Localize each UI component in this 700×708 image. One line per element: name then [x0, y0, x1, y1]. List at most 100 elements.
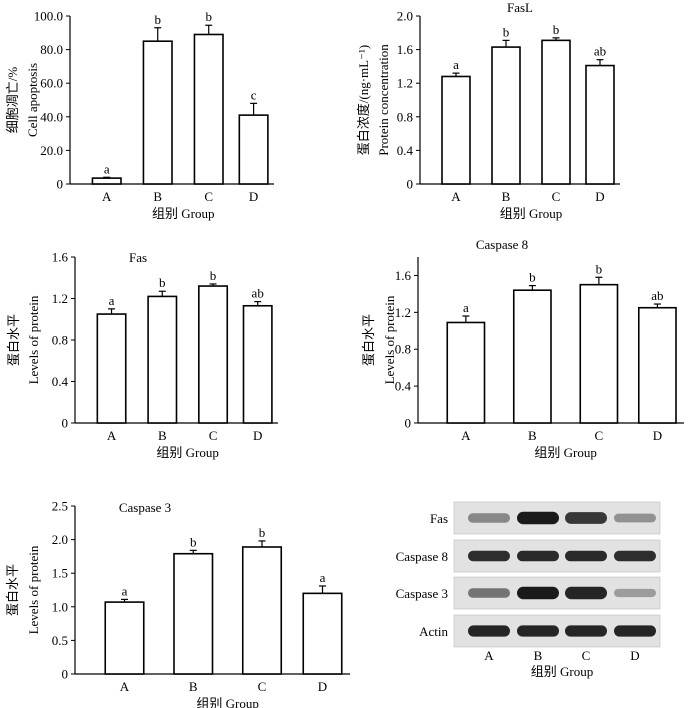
y-tick-label: 1.2	[397, 76, 413, 91]
significance-label-C: b	[596, 261, 603, 276]
blot-row-label: Fas	[430, 511, 448, 526]
blot-row-label: Caspase 3	[396, 586, 448, 601]
bar-A	[104, 601, 145, 675]
x-axis-label: 组别 Group	[152, 206, 214, 221]
y-axis-label-cn: 蛋白水平	[361, 314, 376, 366]
y-tick-label: 0.4	[395, 379, 412, 394]
x-tick-label-C: C	[204, 189, 213, 204]
x-axis-label: 组别 Group	[196, 696, 258, 708]
bar-B	[142, 40, 173, 185]
blot-row-label: Caspase 8	[396, 549, 448, 564]
significance-label-B: b	[159, 275, 166, 290]
x-axis-label: 组别 Group	[156, 445, 218, 460]
y-tick-label: 40.0	[40, 109, 63, 124]
significance-label-A: a	[104, 161, 110, 176]
x-tick-label-D: D	[253, 428, 262, 443]
blot-row-actin: Actin	[419, 614, 661, 648]
blot-lane-label-C: C	[582, 648, 591, 663]
significance-label-D: c	[251, 87, 257, 102]
chart-panel-p4: 0 0.4 0.8 1.2 1.6 Caspase 8 蛋白水平 Levels of prot…	[361, 237, 684, 460]
y-tick-label: 0.4	[52, 374, 69, 389]
significance-label-B: b	[529, 270, 536, 285]
y-tick-label: 1.6	[395, 268, 412, 283]
x-tick-label-B: B	[189, 679, 198, 694]
blot-band-D	[614, 550, 656, 562]
x-tick-label-A: A	[461, 428, 471, 443]
blot-row-caspase-8: Caspase 8	[396, 539, 661, 573]
blot-lane-label-D: D	[630, 648, 639, 663]
x-tick-label-B: B	[153, 189, 162, 204]
significance-label-D: ab	[252, 286, 264, 301]
significance-label-D: ab	[594, 44, 606, 59]
y-tick-label: 0	[405, 416, 412, 431]
y-tick-label: 1.6	[52, 250, 69, 265]
x-tick-label-A: A	[102, 189, 112, 204]
y-tick-label: 1.6	[397, 42, 414, 57]
y-tick-label: 2.0	[52, 532, 68, 547]
y-tick-label: 1.2	[395, 305, 411, 320]
x-tick-label-C: C	[552, 189, 561, 204]
significance-label-B: b	[190, 534, 197, 549]
blot-band-C	[565, 586, 607, 600]
y-axis-label-en: Cell apoptosis	[25, 63, 40, 137]
y-tick-label: 0	[57, 177, 64, 192]
y-tick-label: 20.0	[40, 143, 63, 158]
chart-title: FasL	[507, 0, 533, 15]
bar-B	[147, 295, 178, 424]
bar-A	[91, 177, 122, 185]
significance-label-A: a	[453, 57, 459, 72]
y-tick-label: 0.4	[397, 143, 414, 158]
significance-label-D: ab	[651, 288, 663, 303]
y-tick-label: 0.8	[52, 333, 68, 348]
chart-panel-p1: 0 20.0 40.0 60.0 80.0 100.0 细胞凋亡/% Cell apoptos…	[5, 9, 274, 221]
y-axis-label-en: Levels of protein	[26, 545, 41, 634]
y-tick-label: 0	[62, 667, 69, 682]
y-tick-label: 0	[407, 177, 414, 192]
bar-D	[637, 306, 677, 424]
bar-D	[242, 304, 273, 424]
blot-row-fas: Fas	[430, 501, 661, 535]
blot-band-D	[614, 513, 656, 523]
y-tick-label: 2.5	[52, 499, 68, 514]
bar-C	[541, 39, 571, 185]
bar-D	[585, 64, 615, 185]
bar-D	[302, 592, 343, 675]
blot-band-B	[517, 550, 559, 562]
significance-label-C: b	[205, 9, 212, 24]
significance-label-C: b	[553, 22, 560, 37]
chart-title: Caspase 3	[119, 500, 171, 515]
blot-band-A	[468, 625, 510, 637]
bar-C	[241, 546, 283, 675]
blot-lane-label-B: B	[534, 648, 543, 663]
x-tick-label-C: C	[595, 428, 604, 443]
y-tick-label: 100.0	[34, 9, 63, 24]
chart-panel-p3: 0 0.4 0.8 1.2 1.6 Fas 蛋白水平 Levels of protein a Ab…	[6, 250, 278, 460]
x-tick-label-A: A	[451, 189, 461, 204]
bar-A	[441, 75, 471, 185]
chart-panel-p5: 0 0.5 1.0 1.5 2.0 2.5 Caspase 3 蛋白水平 Levels of p…	[5, 499, 350, 708]
bar-B	[173, 552, 214, 675]
blot-band-A	[468, 550, 510, 562]
blot-band-B	[517, 625, 559, 637]
y-axis-label-en: Levels of protein	[382, 295, 397, 384]
x-tick-label-B: B	[502, 189, 511, 204]
chart-title: Caspase 8	[476, 237, 528, 252]
y-tick-label: 2.0	[397, 9, 413, 24]
significance-label-A: a	[122, 583, 128, 598]
blot-band-B	[517, 511, 559, 525]
bar-B	[491, 46, 521, 185]
blot-band-D	[614, 588, 656, 598]
blot-band-B	[517, 586, 559, 600]
y-tick-label: 1.0	[52, 599, 68, 614]
bar-C	[579, 283, 619, 424]
y-axis-label-cn: 蛋白水平	[6, 314, 21, 366]
y-axis-label-en: Protein concentration	[376, 44, 391, 156]
bar-A	[96, 313, 127, 424]
x-axis-label: 组别 Group	[534, 445, 596, 460]
blot-row-caspase-3: Caspase 3	[396, 576, 661, 610]
x-tick-label-D: D	[318, 679, 327, 694]
significance-label-B: b	[154, 12, 161, 27]
x-axis-label: 组别 Group	[500, 206, 562, 221]
blot-lane-label-A: A	[484, 648, 494, 663]
